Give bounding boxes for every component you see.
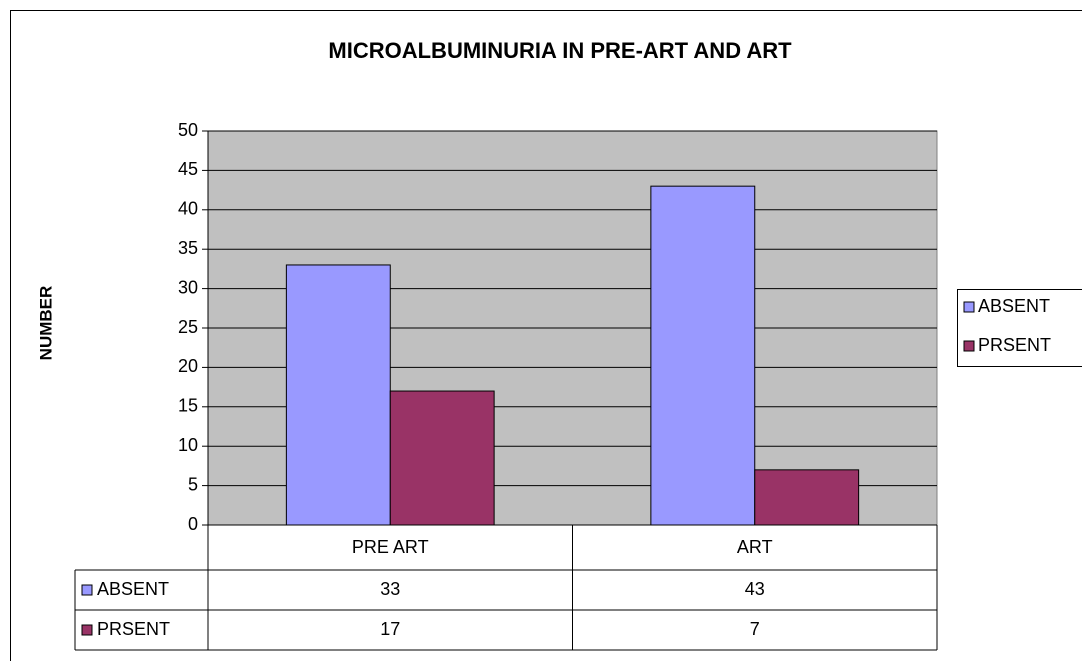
table-row-label: ABSENT <box>97 579 169 599</box>
y-tick-label: 45 <box>178 159 198 179</box>
y-axis-title: NUMBER <box>36 286 55 361</box>
chart-title: MICROALBUMINURIA IN PRE-ART AND ART <box>328 38 792 63</box>
y-tick-label: 20 <box>178 356 198 376</box>
y-tick-label: 5 <box>188 474 198 494</box>
bar <box>389 390 495 526</box>
bar <box>650 185 756 526</box>
table-cell: 33 <box>380 579 400 599</box>
bar <box>754 469 860 526</box>
y-tick-label: 30 <box>178 277 198 297</box>
table-cell: 7 <box>750 619 760 639</box>
table-cell: 17 <box>380 619 400 639</box>
table-legend-key <box>81 624 93 636</box>
y-tick-label: 10 <box>178 435 198 455</box>
table-cell: 43 <box>745 579 765 599</box>
bar <box>285 264 391 526</box>
x-tick-label: PRE ART <box>352 537 429 557</box>
y-tick-label: 0 <box>188 514 198 534</box>
legend-label: ABSENT <box>978 296 1050 316</box>
legend-key <box>963 340 975 352</box>
y-tick-label: 15 <box>178 396 198 416</box>
y-tick-label: 25 <box>178 317 198 337</box>
table-legend-key <box>81 584 93 596</box>
x-tick-label: ART <box>737 537 773 557</box>
legend-box <box>957 289 1082 367</box>
y-tick-label: 50 <box>178 120 198 140</box>
y-tick-label: 35 <box>178 238 198 258</box>
legend-label: PRSENT <box>978 335 1051 355</box>
y-tick-label: 40 <box>178 199 198 219</box>
table-row-label: PRSENT <box>97 619 170 639</box>
legend-key <box>963 301 975 313</box>
